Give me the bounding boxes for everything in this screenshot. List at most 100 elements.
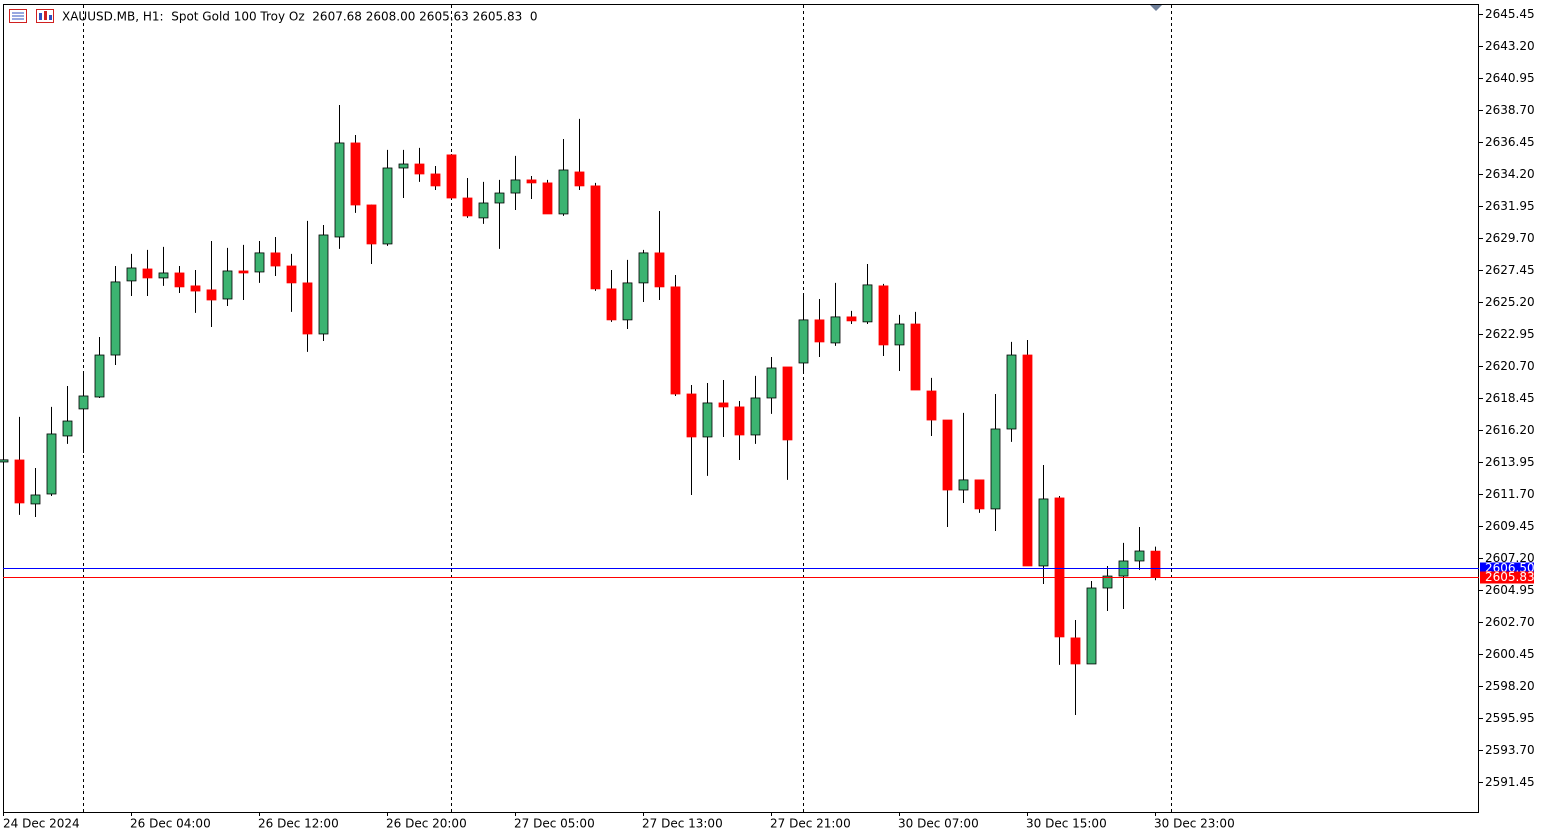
y-tick-label: 2643.20 [1485,39,1535,53]
y-tick-label: 2638.70 [1485,103,1535,117]
y-tick-label: 2591.45 [1485,775,1535,789]
candle-body [46,433,57,495]
icon-bar [44,11,47,20]
candle-body [158,272,169,279]
x-tick-label: 26 Dec 12:00 [258,817,339,831]
candle-body [766,367,777,399]
candle-body [414,163,425,175]
y-tick-label: 2611.70 [1485,487,1535,501]
y-tick-label: 2636.45 [1485,135,1535,149]
y-tick-label: 2595.95 [1485,711,1535,725]
price-label: 2605.83 [1485,570,1535,584]
candle-body [622,282,633,321]
candle-body [894,323,905,346]
y-tick-label: 2609.45 [1485,519,1535,533]
x-tick-label: 27 Dec 05:00 [514,817,595,831]
y-tick-label: 2622.95 [1485,327,1535,341]
candle-body [238,270,249,274]
candle-body [14,459,25,504]
candle-body [830,316,841,344]
candle-body [1054,497,1065,638]
candle-body [846,316,857,322]
y-tick-label: 2629.70 [1485,231,1535,245]
candle-body [110,281,121,356]
y-tick-label: 2620.70 [1485,359,1535,373]
candle-body [654,252,665,288]
candle-body [270,252,281,267]
candle-body [782,366,793,441]
y-tick-label: 2600.45 [1485,647,1535,661]
candle-body [1150,550,1161,578]
x-tick-label: 24 Dec 2024 [3,817,80,831]
y-tick-label: 2625.20 [1485,295,1535,309]
candle-body [990,428,1001,510]
icon-bar [49,15,52,20]
y-tick-label: 2640.95 [1485,71,1535,85]
candle-body [286,265,297,284]
candle-body [1102,575,1113,589]
plot-frame [3,4,1479,813]
candle-body [1086,587,1097,665]
candle-body [494,192,505,204]
candle-body [526,179,537,184]
candles [0,104,1161,716]
candle-body [734,406,745,436]
candle-body [1134,550,1145,562]
axes: 2645.45 2643.20 2640.95 2638.70 2636.45 2634.… [3,7,1535,831]
y-tick-label: 2618.45 [1485,391,1535,405]
candle-body [206,289,217,301]
y-tick-label: 2634.20 [1485,167,1535,181]
candle-body [222,270,233,300]
y-tick-label: 2607.20 [1485,551,1535,565]
candle-body [366,204,377,245]
candle-body [670,286,681,395]
candle-body [446,154,457,199]
candle-body [878,285,889,346]
shift-marker[interactable] [1150,5,1162,11]
y-tick-label: 2627.45 [1485,263,1535,277]
candle-body [398,163,409,169]
candle-body [910,323,921,391]
candle-body [478,202,489,219]
candle-body [974,479,985,510]
candle-body [1006,354,1017,430]
chart-title: XAUUSD.MB, H1: Spot Gold 100 Troy Oz 260… [62,10,538,24]
candle-body [1038,498,1049,567]
candle-body [462,197,473,217]
candle-body [174,272,185,288]
candle-body [142,268,153,279]
candle-body [798,319,809,364]
y-tick-label: 2602.70 [1485,615,1535,629]
x-tick-label: 30 Dec 07:00 [898,817,979,831]
header-icons [9,9,54,23]
x-tick-label: 30 Dec 15:00 [1026,817,1107,831]
y-tick-label: 2598.20 [1485,679,1535,693]
candle-body [430,173,441,187]
x-tick-label: 26 Dec 20:00 [386,817,467,831]
candle-body [254,252,265,273]
y-tick-label: 2616.20 [1485,423,1535,437]
candle-body [638,252,649,284]
candle-body [78,395,89,410]
candle-body [702,402,713,438]
candle-body [1070,637,1081,665]
candle-body [302,282,313,335]
candle-body [862,284,873,323]
candle-body [958,479,969,491]
candle-body [510,179,521,194]
candle-body [94,354,105,398]
x-tick-label: 30 Dec 23:00 [1154,817,1235,831]
candle-body [750,397,761,436]
y-tick-label: 2613.95 [1485,455,1535,469]
candle-body [590,185,601,290]
candle-body [1022,354,1033,567]
candle-body [350,142,361,206]
y-tick-label: 2631.95 [1485,199,1535,213]
x-tick-label: 27 Dec 13:00 [642,817,723,831]
x-tick-label: 26 Dec 04:00 [130,817,211,831]
candle-body [126,267,137,282]
